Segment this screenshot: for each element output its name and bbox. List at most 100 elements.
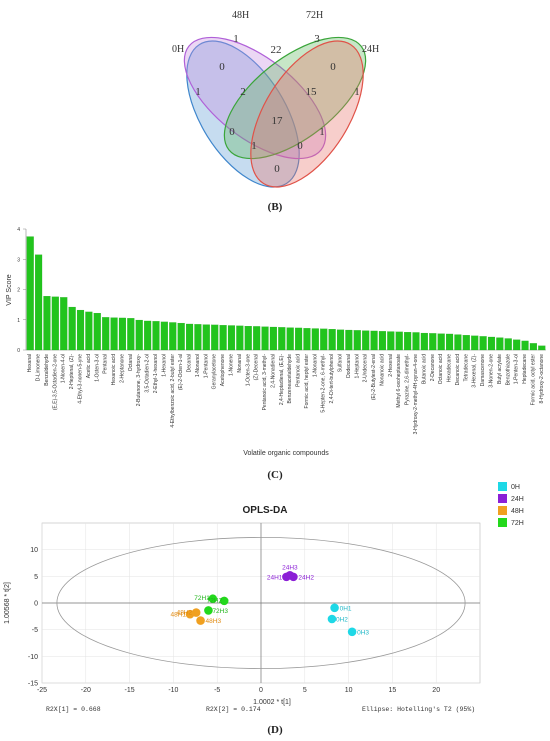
panel-label-d: (D) (267, 724, 283, 736)
vip-bar (177, 322, 185, 351)
legend-swatch-0H (498, 482, 507, 491)
bar-category-label: (E)-2-Butylest-2-enal (371, 354, 377, 400)
bar-category-label: 3,5-Octadien-2-ol (145, 354, 151, 393)
vip-bar (311, 328, 319, 351)
venn-count-0H-48H-72H: 2 (240, 86, 246, 98)
bar-category-label: 2-Hexenal (388, 354, 394, 377)
venn-count-0H-72H-24H: 1 (251, 140, 257, 152)
panel-label-b: (B) (268, 201, 283, 213)
bar-category-label: Formic acid, heptyl ester (304, 354, 310, 409)
bar-category-label: 1-Pentanol (203, 354, 209, 378)
vip-bar (118, 317, 126, 351)
bar-category-label: 1-Octen-3-ol (94, 354, 100, 382)
scatter-point-label-24H3: 24H3 (282, 564, 298, 571)
bar-y-axis-title: VIP Score (6, 274, 13, 305)
bar-category-label: Tetradecane (463, 354, 469, 382)
bar-category-label: 1-Penten-3-ol (514, 354, 520, 384)
bar-category-label: 3-Hydroxy-2-methyl-4H-pyran-4-one (413, 354, 419, 435)
scatter-point-label-24H2: 24H2 (298, 574, 314, 581)
vip-bar (521, 340, 529, 351)
vip-bar (76, 309, 85, 351)
vip-bar (303, 328, 311, 351)
legend-swatch-24H (498, 494, 507, 503)
bar-category-label: Pyrazine, 2,6-dimethyl- (405, 354, 411, 405)
bar-category-label: Octanoic acid (438, 354, 444, 385)
bar-category-label: Decanoic acid (455, 354, 461, 386)
bar-y-tick-0: 0 (17, 348, 20, 354)
scatter-point-72H3 (204, 606, 213, 615)
bar-category-label: (Z)-Decenal (254, 354, 260, 380)
bar-category-label: Nonanoic acid (379, 354, 385, 386)
vip-bar-chart: VIP Score Volatile organic compounds 0 1 2… (6, 227, 546, 457)
venn-count-48H-24H: 1 (319, 126, 325, 138)
bar-category-label: Acetic acid (86, 354, 92, 378)
vip-bar (85, 311, 93, 351)
scatter-y-tick-1: -10 (28, 654, 38, 661)
bar-category-label: 2-Undecenal (363, 354, 369, 382)
vip-bar (102, 317, 110, 351)
venn-diagram: 0H 48H 72H 24H 1 1 3 1 0 22 0 2 15 0 1 1… (172, 10, 379, 188)
vip-bar (35, 254, 43, 351)
bar-category-label: 2,4-Nonadienal (270, 354, 276, 388)
venn-count-0H-48H-24H: 0 (297, 140, 303, 152)
legend-swatch-72H (498, 518, 507, 527)
vip-bar (244, 326, 252, 351)
bar-category-label: 2-Ethyl-1-hexanol (153, 354, 159, 393)
vip-bar (378, 331, 386, 351)
venn-count-0H-72H: 0 (229, 126, 235, 138)
venn-label-48H: 48H (232, 10, 249, 21)
vip-bar (110, 317, 118, 351)
bar-y-tick-2: 2 (17, 288, 20, 294)
bar-category-label: Decanal (187, 354, 193, 372)
legend-label-24H: 24H (511, 496, 524, 503)
scatter-ticks: -25 -20 -15 -10 -5 0 5 10 15 20 -15 -10 -5 0 5 10 (28, 547, 440, 694)
scatter-x-tick-6: 5 (303, 687, 307, 694)
vip-bar (152, 321, 160, 351)
vip-bar (328, 329, 336, 351)
venn-set-24H (250, 40, 364, 188)
venn-count-0H-48H: 0 (219, 61, 225, 73)
scatter-point-label-48H3: 48H3 (206, 618, 222, 625)
ellipse-readout: Ellipse: Hotelling's T2 (95%) (362, 706, 475, 713)
bar-category-label: (E,E)-3,5-Octadien-2-one (52, 354, 58, 410)
r2x2-readout: R2X[2] = 0.174 (206, 706, 261, 713)
vip-bar (412, 332, 420, 351)
vip-bar (496, 337, 504, 351)
scatter-y-tick-3: 0 (34, 601, 38, 608)
vip-bar (370, 330, 378, 351)
venn-set-0H (186, 40, 300, 188)
bar-category-label: 3-Nonen-2-one (488, 354, 494, 388)
vip-bar (135, 319, 143, 351)
bar-category-label: (E)-2-Octen-1-al (178, 354, 184, 390)
scatter-point-label-0H1: 0H1 (340, 605, 352, 612)
bar-category-label: Hexanoic acid (111, 354, 117, 386)
scatter-point-label-24H1: 24H1 (267, 574, 283, 581)
r2x1-readout: R2X[1] = 0.668 (46, 706, 101, 713)
bar-category-label: Octanal (128, 354, 134, 371)
vip-bar (236, 325, 244, 351)
hotelling-ellipse (56, 537, 466, 670)
vip-bar (362, 330, 370, 351)
scatter-point-label-0H2: 0H2 (336, 617, 348, 624)
bar-category-label: Geranylacetone (212, 354, 218, 390)
vip-bar (219, 325, 227, 351)
vip-bar (60, 297, 68, 351)
scatter-point-label-48H1: 48H1 (170, 612, 186, 619)
scatter-point-label-48H2: 48H2 (177, 610, 193, 617)
vip-bar (320, 328, 328, 351)
vip-bar (93, 312, 101, 351)
venn-count-72H-24H: 0 (330, 61, 336, 73)
scatter-y-tick-0: -15 (28, 681, 38, 688)
scatter-legend: 0H 24H 48H 72H (498, 482, 524, 527)
legend-label-0H: 0H (511, 484, 520, 491)
bar-category-label: Methyl 6-oxoheptanoate (396, 354, 402, 408)
vip-bar (404, 332, 412, 351)
venn-label-0H: 0H (172, 44, 184, 55)
bar-category-label: Dodecanal (346, 354, 352, 378)
scatter-point-label-0H3: 0H3 (357, 629, 369, 636)
bar-category-label: 2-Heptanone (119, 354, 125, 383)
scatter-point-72H2 (219, 596, 229, 606)
vip-bar (26, 236, 34, 351)
bar-category-label: 4-Ethyl-3-nonen-5-yne (78, 354, 84, 404)
bar-category-label: Butyl acrylate (497, 354, 503, 384)
